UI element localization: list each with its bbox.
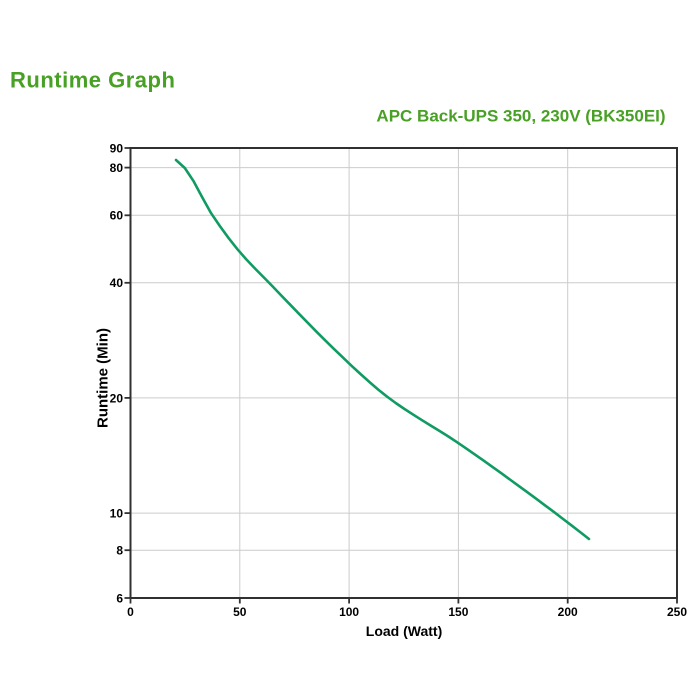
- svg-text:90: 90: [110, 141, 124, 155]
- svg-text:150: 150: [448, 605, 468, 619]
- svg-text:0: 0: [127, 605, 134, 619]
- svg-text:APC Back-UPS 350, 230V (BK350E: APC Back-UPS 350, 230V (BK350EI): [376, 107, 665, 126]
- svg-text:250: 250: [667, 605, 687, 619]
- svg-text:100: 100: [339, 605, 359, 619]
- svg-text:200: 200: [558, 605, 578, 619]
- svg-text:40: 40: [110, 276, 124, 290]
- svg-text:8: 8: [116, 544, 123, 558]
- svg-text:Runtime Graph: Runtime Graph: [10, 68, 175, 93]
- svg-text:Runtime (Min): Runtime (Min): [95, 328, 112, 428]
- svg-text:20: 20: [110, 391, 124, 405]
- svg-text:6: 6: [116, 591, 123, 605]
- svg-text:Load (Watt): Load (Watt): [366, 623, 442, 639]
- svg-text:10: 10: [110, 507, 124, 521]
- svg-text:50: 50: [233, 605, 247, 619]
- svg-text:80: 80: [110, 161, 124, 175]
- svg-text:60: 60: [110, 209, 124, 223]
